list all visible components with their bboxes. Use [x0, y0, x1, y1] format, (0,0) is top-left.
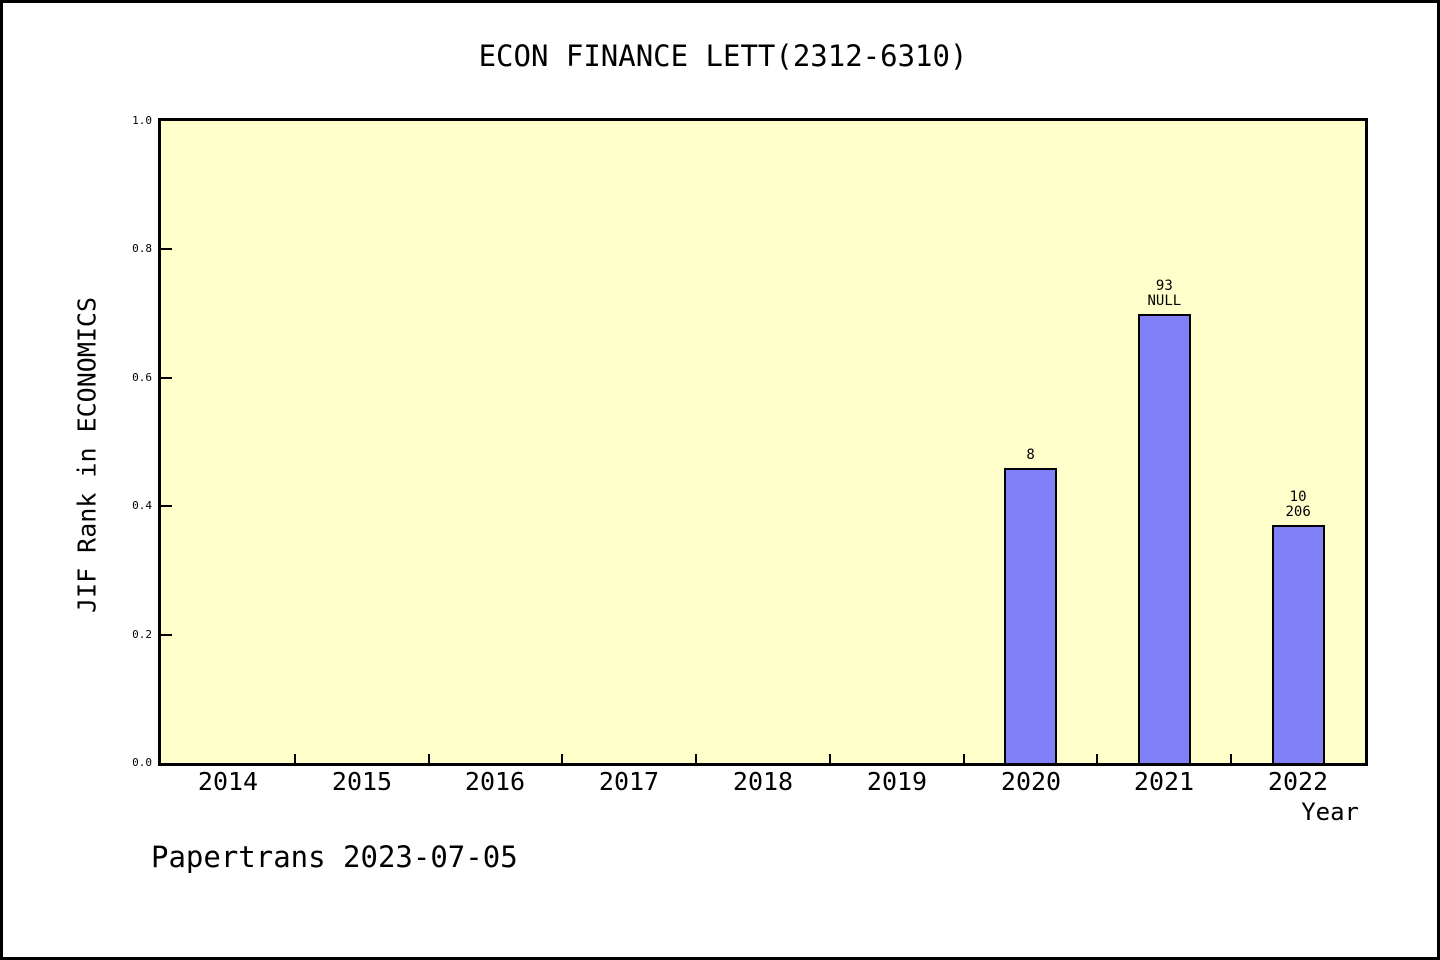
footer-watermark: Papertrans 2023-07-05: [151, 840, 518, 874]
y-tick-label-0.8: 0.8: [132, 242, 152, 255]
bar-value-label-2021: 93 NULL: [1147, 278, 1182, 309]
plot-area: 8 93 NULL 10 206: [158, 118, 1368, 766]
x-axis-title: Year: [1301, 798, 1359, 826]
x-tick-mark: [963, 754, 965, 763]
y-axis-title: JIF Rank in ECONOMICS: [72, 296, 102, 614]
y-tick-mark: [161, 248, 172, 250]
y-tick-label-0.2: 0.2: [132, 628, 152, 641]
y-tick-label-1.0: 1.0: [132, 114, 152, 127]
y-tick-label-0.0: 0.0: [132, 756, 152, 769]
x-tick-label-2020: 2020: [1000, 767, 1062, 796]
x-tick-label-2017: 2017: [598, 767, 660, 796]
x-tick-mark: [829, 754, 831, 763]
x-tick-mark: [561, 754, 563, 763]
x-tick-label-2022: 2022: [1267, 767, 1329, 796]
x-tick-mark: [294, 754, 296, 763]
x-tick-label-2014: 2014: [197, 767, 259, 796]
x-tick-label-2021: 2021: [1133, 767, 1195, 796]
x-tick-mark: [1096, 754, 1098, 763]
bar-2022: [1272, 525, 1325, 763]
x-tick-label-2018: 2018: [732, 767, 794, 796]
bar-2020: [1004, 468, 1057, 763]
x-tick-mark: [1230, 754, 1232, 763]
chart-title: ECON FINANCE LETT(2312-6310): [478, 39, 968, 73]
y-tick-mark: [161, 505, 172, 507]
x-tick-mark: [428, 754, 430, 763]
x-tick-mark: [695, 754, 697, 763]
bar-2021: [1138, 314, 1191, 763]
x-tick-label-2019: 2019: [866, 767, 928, 796]
y-tick-mark: [161, 377, 172, 379]
y-tick-mark: [161, 634, 172, 636]
y-tick-label-0.6: 0.6: [132, 371, 152, 384]
x-tick-label-2015: 2015: [331, 767, 393, 796]
x-tick-label-2016: 2016: [464, 767, 526, 796]
y-tick-label-0.4: 0.4: [132, 499, 152, 512]
bar-value-label-2022: 10 206: [1285, 489, 1311, 520]
bar-value-label-2020: 8: [1026, 447, 1035, 463]
